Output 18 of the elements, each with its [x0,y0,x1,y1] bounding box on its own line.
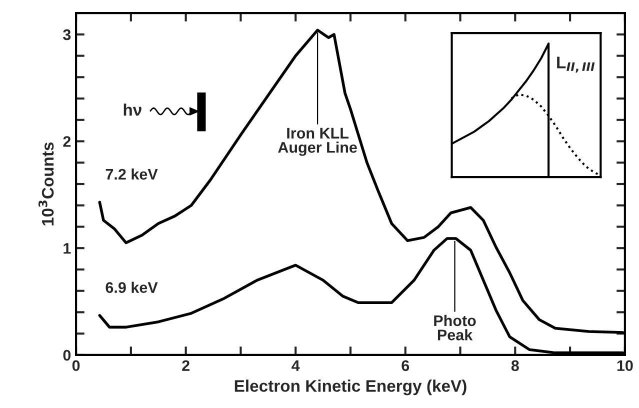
annotation: L$_{II,III}$ [557,56,595,73]
series-label: 7.2 keV [106,168,158,180]
x-tick-label: 8 [511,360,519,372]
y-tick-label: 3 [63,29,71,40]
y-axis-title: 10$^{3}$Counts [38,142,54,226]
y-tick-label: 1 [64,243,71,254]
annotation: Photo Peak [434,314,476,340]
x-tick-label: 2 [182,360,190,371]
y-tick-label: 0 [63,350,71,361]
x-axis-title: Electron Kinetic Energy (keV) [234,380,466,396]
annotation: hν [124,104,142,116]
series-label: 6.9 keV [106,282,158,293]
x-tick-label: 10 [617,360,633,372]
annotation: Iron KLL Auger Line [278,128,357,156]
x-tick-label: 4 [292,360,300,371]
y-tick-label: 2 [63,136,71,147]
x-tick-label: 6 [402,360,410,372]
x-tick-label: 0 [72,360,80,372]
